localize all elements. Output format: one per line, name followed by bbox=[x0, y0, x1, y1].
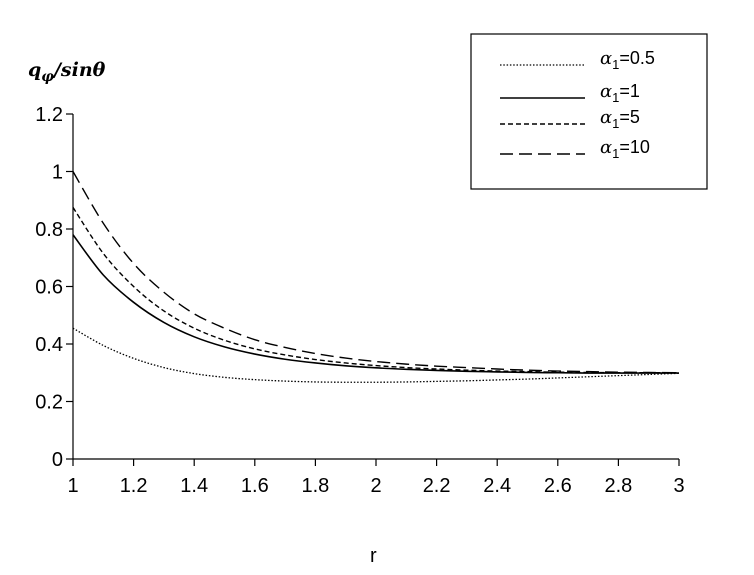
series-line bbox=[72, 207, 679, 374]
y-tick-label: 0.8 bbox=[35, 219, 63, 241]
y-tick-labels: 0 0.2 0.4 0.6 0.8 1 1.2 bbox=[35, 104, 73, 471]
x-tick-label: 3 bbox=[673, 475, 684, 497]
y-tick-label: 0 bbox=[52, 449, 63, 471]
y-tick-label: 0.4 bbox=[35, 334, 63, 356]
legend-label: α1=5 bbox=[600, 107, 640, 131]
series-line bbox=[72, 234, 679, 374]
legend-label: α1=0.5 bbox=[600, 48, 655, 72]
x-axis-label: r bbox=[370, 545, 377, 567]
x-tick-labels: 1 1.2 1.4 1.6 1.8 2 2.2 2.4 2.6 2.8 3 bbox=[67, 459, 685, 497]
x-tick-label: 2.2 bbox=[423, 475, 451, 497]
x-tick-label: 1 bbox=[67, 475, 78, 497]
x-tick-label: 2.6 bbox=[544, 475, 572, 497]
series-line bbox=[72, 171, 680, 374]
y-tick-label: 1.2 bbox=[35, 104, 63, 126]
legend-box bbox=[470, 33, 708, 190]
x-tick-label: 2.4 bbox=[483, 475, 511, 497]
legend: α1=0.5 α1=1α1=5 α1=10 bbox=[470, 33, 708, 190]
y-tick-label: 0.2 bbox=[35, 392, 63, 414]
y-axis-label: qφ/sinθ bbox=[28, 59, 106, 85]
y-tick-label: 0.6 bbox=[35, 277, 63, 299]
x-tick-label: 2.8 bbox=[604, 475, 632, 497]
legend-label: α1=10 bbox=[600, 137, 650, 161]
x-tick-label: 1.6 bbox=[241, 475, 269, 497]
x-tick-label: 1.4 bbox=[180, 475, 208, 497]
x-tick-label: 1.8 bbox=[301, 475, 329, 497]
series-line bbox=[72, 327, 680, 383]
y-tick-label: 1 bbox=[52, 162, 63, 184]
legend-label: α1=1 bbox=[600, 81, 640, 105]
series-lines bbox=[72, 171, 680, 383]
x-tick-label: 2 bbox=[370, 475, 381, 497]
y-axis-label-text: qφ/sinθ bbox=[28, 59, 106, 85]
x-tick-label: 1.2 bbox=[120, 475, 148, 497]
